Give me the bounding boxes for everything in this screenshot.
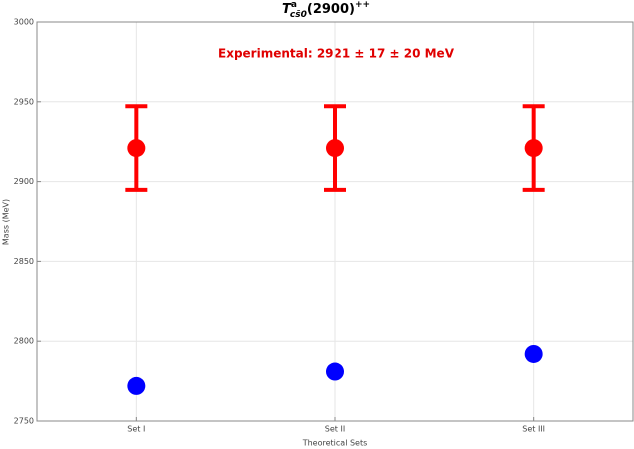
point [524, 344, 543, 363]
point [326, 139, 344, 158]
y-tick-label: 2850 [14, 257, 34, 266]
x-tick-label: Set I [127, 425, 145, 434]
title-rest-sup: ++ [355, 0, 370, 10]
y-tick-label: 2750 [14, 417, 34, 426]
point [127, 376, 146, 395]
y-axis-label: Mass (MeV) [2, 199, 11, 245]
y-tick-label: 2800 [14, 337, 34, 346]
x-tick-label: Set III [522, 425, 545, 434]
y-tick-label: 2950 [14, 97, 34, 106]
point [127, 139, 146, 158]
title-rest: (2900) [307, 2, 355, 17]
title-base: T [282, 2, 292, 17]
point [326, 362, 344, 381]
chart-title: Ta cs̄0(2900)++ [282, 0, 370, 20]
x-tick-label: Set II [325, 425, 345, 434]
title-sup: a [291, 0, 297, 10]
point [524, 139, 543, 158]
plot-frame [36, 21, 634, 422]
annotation: Experimental: 2921 ± 17 ± 20 MeV [218, 47, 455, 61]
x-axis-label: Theoretical Sets [302, 439, 368, 448]
title-sub: cs̄0 [290, 10, 307, 20]
y-tick-label: 2900 [14, 177, 34, 186]
y-tick-label: 3000 [14, 18, 34, 27]
